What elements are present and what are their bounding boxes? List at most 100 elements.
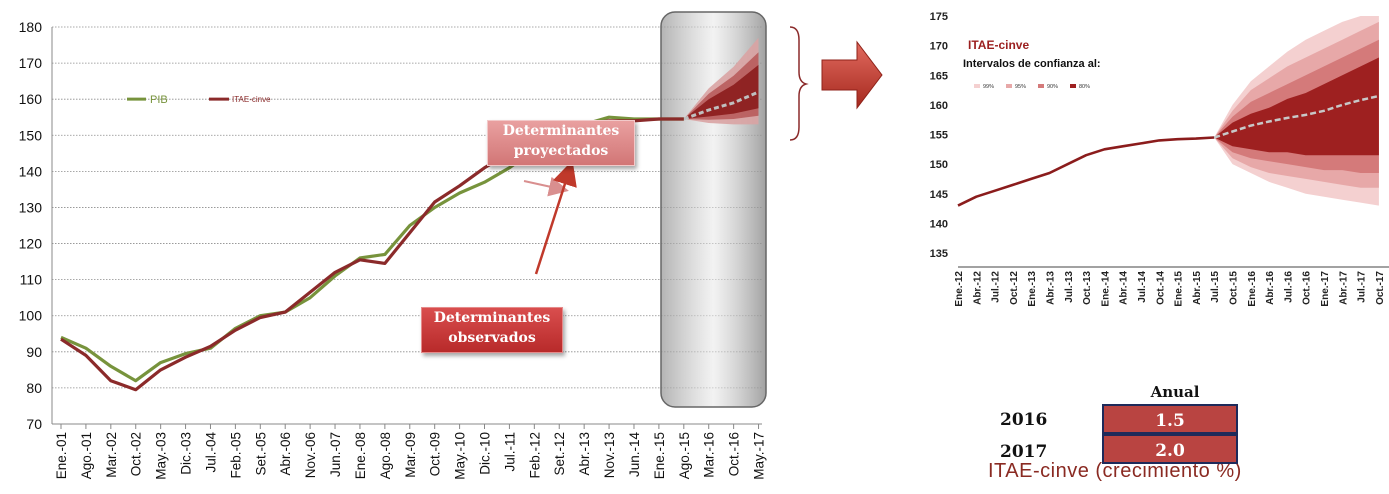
y-tick-label: 120 (19, 236, 43, 252)
fan-x-tick-label: Ene.-15 (1174, 271, 1185, 307)
projected-callout-line2: proyectados (513, 143, 609, 159)
x-tick-label: Feb.-05 (228, 432, 243, 479)
fan-legend-swatch (974, 84, 980, 88)
fan-median-line (1213, 94, 1380, 139)
x-tick-label: Oct.-16 (727, 432, 742, 476)
fan-y-tick-label: 160 (930, 100, 948, 112)
x-tick-label: May.-17 (752, 432, 767, 480)
fan-x-tick-label: Ene.-16 (1247, 271, 1258, 307)
fan-chart-axes: 135 140 145 150 155 160 165 170 175 Ene.-12 Abr.-1… (930, 11, 1389, 307)
fan-legend-label: 99% (983, 84, 994, 90)
growth-table-column-header: Anual (1150, 383, 1200, 401)
projected-callout-line1: Determinantes (502, 123, 620, 139)
y-tick-label: 180 (19, 19, 43, 35)
fan-chart-labels: ITAE-cinve Intervalos de confianza al: 99%… (963, 38, 1101, 90)
fan-x-tick-label: Jul.-16 (1283, 271, 1294, 303)
x-tick-label: Ene.-15 (652, 432, 667, 479)
y-tick-label: 150 (19, 127, 43, 143)
main-chart-legend: PIB ITAE-cinve (127, 94, 271, 106)
fan-legend-swatch (1038, 84, 1044, 88)
fan-x-tick-label: Jul.-17 (1357, 271, 1368, 303)
fan-x-tick-label: Ene.-12 (954, 271, 965, 307)
fan-legend-swatch (1070, 84, 1076, 88)
fan-legend-label: 90% (1047, 84, 1058, 90)
y-tick-label: 70 (26, 416, 42, 432)
y-tick-label: 100 (19, 308, 43, 324)
fan-y-tick-label: 140 (930, 218, 948, 230)
fan-x-tick-label: Oct.-15 (1229, 271, 1240, 305)
fan-chart-title: ITAE-cinve (968, 38, 1029, 52)
y-tick-label: 170 (19, 55, 43, 71)
fan-x-tick-label: Ene.-17 (1320, 271, 1331, 307)
fan-y-tick-label: 135 (930, 248, 948, 260)
x-tick-label: Abr.-06 (278, 432, 293, 476)
y-tick-label: 140 (19, 163, 43, 179)
observed-callout-line1: Determinantes (433, 310, 551, 326)
fan-x-tick-label: Abr.-17 (1338, 271, 1349, 305)
fan-y-tick-label: 165 (930, 70, 948, 82)
projected-pointer-arrow (523, 176, 569, 197)
x-tick-label: Jun.-07 (328, 432, 343, 477)
x-tick-label: Mar.-09 (403, 432, 418, 478)
x-tick-label: Mar.-02 (104, 432, 119, 478)
y-tick-label: 160 (19, 91, 43, 107)
x-tick-label: Ene.-08 (353, 432, 368, 479)
x-tick-label: Dic.-03 (179, 432, 194, 475)
fan-x-tick-label: Oct.-16 (1302, 271, 1313, 305)
fan-y-tick-label: 145 (930, 189, 948, 201)
x-tick-label: Feb.-12 (527, 432, 542, 479)
x-tick-label: May.-03 (154, 432, 169, 480)
y-tick-label: 80 (26, 380, 42, 396)
forecast-median-line (683, 90, 760, 121)
fan-x-tick-label: Ene.-14 (1100, 271, 1111, 307)
fan-x-tick-label: Abr.-16 (1265, 271, 1276, 305)
growth-table-value-2017: 2.0 (1102, 434, 1238, 464)
legend-label-itae: ITAE-cinve (232, 95, 271, 104)
fan-chart-lines (957, 94, 1380, 207)
x-tick-label: Nov.-13 (602, 432, 617, 478)
fan-x-tick-label: Jul.-13 (1064, 271, 1075, 303)
x-tick-label: Oct.-09 (428, 432, 443, 476)
x-tick-label: Ene.-01 (54, 432, 69, 479)
main-chart-forecast-fan (683, 37, 760, 125)
main-chart-axes: 70 80 90 100 110 120 130 140 150 160 170 180 Ene.-01… (19, 19, 767, 480)
fan-legend-label: 80% (1079, 84, 1090, 90)
fan-x-tick-label: Abr.-12 (972, 271, 983, 305)
fan-x-tick-label: Jul.-14 (1137, 271, 1148, 303)
fan-y-tick-label: 175 (930, 11, 948, 23)
fan-x-tick-label: Abr.-14 (1119, 271, 1130, 305)
x-tick-label: Jul.-11 (502, 432, 517, 472)
projected-determinants-callout: Determinantes proyectados (487, 120, 635, 166)
x-tick-label: Ago.-01 (79, 432, 94, 479)
x-tick-label: Dic.-10 (478, 432, 493, 475)
fan-history-line (957, 136, 1215, 207)
observed-callout-line2: observados (448, 330, 536, 346)
fan-y-tick-label: 155 (930, 130, 948, 142)
y-tick-label: 130 (19, 199, 43, 215)
fan-x-tick-label: Oct.-17 (1375, 271, 1386, 305)
fan-y-tick-label: 170 (930, 41, 948, 53)
main-chart-gridlines (52, 26, 762, 425)
fan-legend-label: 95% (1015, 84, 1026, 90)
fan-x-tick-label: Ene.-13 (1027, 271, 1038, 307)
observed-determinants-callout: Determinantes observados (421, 307, 563, 353)
growth-table-year-2017: 2017 (1000, 442, 1048, 462)
fan-chart-bands (1214, 16, 1379, 206)
right-brace (789, 26, 809, 141)
fan-x-tick-label: Abr.-13 (1046, 271, 1057, 305)
x-tick-label: Set.-05 (253, 432, 268, 476)
y-tick-label: 110 (20, 272, 43, 288)
right-arrow-icon (821, 40, 883, 110)
legend-label-pib: PIB (150, 94, 168, 106)
x-tick-label: Jun.-14 (627, 432, 642, 478)
fan-x-tick-label: Oct.-13 (1082, 271, 1093, 305)
fan-band-80pct (1214, 57, 1379, 156)
x-tick-label: Oct.-02 (129, 432, 144, 476)
x-tick-label: Ago.-08 (378, 432, 393, 479)
x-tick-label: Abr.-13 (577, 432, 592, 476)
fan-chart-subtitle: Intervalos de confianza al: (963, 58, 1101, 70)
x-tick-label: Jul.-04 (203, 432, 218, 473)
growth-table-title: ITAE-cinve (crecimiento %) (988, 460, 1242, 482)
observed-pointer-arrow (534, 160, 577, 275)
